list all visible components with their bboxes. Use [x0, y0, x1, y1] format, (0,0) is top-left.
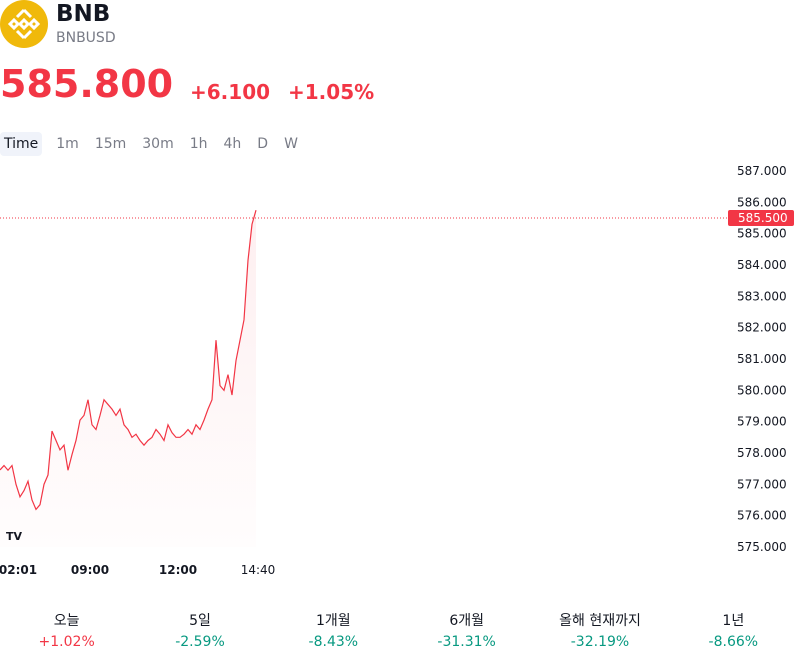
y-tick-label: 583.000	[737, 289, 787, 303]
period-change: -8.43%	[308, 634, 359, 650]
x-tick-label: 02:01	[0, 563, 37, 577]
period-change: -2.59%	[175, 634, 225, 650]
chart: TV 575.000576.000577.000578.000579.00058…	[0, 164, 794, 577]
timeframe-button[interactable]: W	[284, 136, 298, 152]
y-tick-label: 584.000	[737, 258, 787, 272]
period-change: -8.66%	[708, 634, 759, 650]
period-label: 올해 현재까지	[559, 613, 641, 629]
y-tick-label: 586.000	[737, 195, 787, 209]
x-tick-label: 12:00	[159, 563, 197, 577]
change-percent: +1.05%	[288, 80, 375, 104]
performance-item[interactable]: 올해 현재까지 -32.19%	[533, 610, 666, 650]
y-tick-label: 575.000	[737, 540, 787, 554]
period-label: 5일	[189, 613, 211, 629]
timeframe-button[interactable]: 4h	[223, 136, 242, 152]
period-label: 6개월	[449, 613, 484, 629]
price: 585.800	[0, 62, 174, 106]
performance-item[interactable]: 오늘 +1.02%	[0, 610, 133, 650]
performance-item[interactable]: 1개월 -8.43%	[267, 610, 400, 650]
timeframes: Time 1m 15m 30m 1h 4h D W	[0, 132, 306, 156]
y-tick-label: 580.000	[737, 383, 787, 397]
logo	[0, 0, 48, 48]
y-tick-label: 579.000	[737, 415, 787, 429]
performance-item[interactable]: 1년 -8.66%	[667, 610, 800, 650]
last-price-label: 585.500	[738, 211, 788, 225]
y-tick-label: 576.000	[737, 509, 787, 523]
x-tick-label: 14:40	[241, 563, 276, 577]
period-change: -32.19%	[570, 634, 630, 650]
timeframe-button[interactable]: 1h	[189, 136, 208, 152]
symbol: BNB	[56, 1, 111, 27]
y-tick-label: 582.000	[737, 321, 787, 335]
performance-item[interactable]: 6개월 -31.31%	[400, 610, 533, 650]
timeframe-button[interactable]: 15m	[94, 136, 127, 152]
y-tick-label: 581.000	[737, 352, 787, 366]
y-tick-label: 578.000	[737, 446, 787, 460]
timeframe-button[interactable]: 1m	[56, 136, 79, 152]
change: +6.100	[190, 80, 271, 104]
ticker: BNBUSD	[56, 30, 116, 46]
last-price-badge	[728, 210, 794, 226]
timeframe-button[interactable]: 30m	[142, 136, 174, 152]
y-tick-label: 577.000	[737, 477, 787, 491]
y-tick-label: 587.000	[737, 164, 787, 178]
x-tick-label: 09:00	[71, 563, 109, 577]
price-line	[0, 210, 257, 511]
timeframe-button[interactable]: D	[257, 136, 269, 152]
period-label: 1개월	[315, 613, 351, 629]
period-change: +1.02%	[38, 634, 95, 650]
timeframe-button[interactable]: Time	[0, 132, 43, 156]
area-fill	[0, 210, 256, 547]
performance-item[interactable]: 5일 -2.59%	[133, 610, 266, 650]
performance: 오늘 +1.02% 5일 -2.59% 1개월 -8.43% 6개월 -31.31% 올해 현재…	[0, 610, 800, 650]
period-label: 1년	[722, 613, 745, 629]
period-label: 오늘	[53, 613, 80, 629]
period-change: -31.31%	[437, 634, 496, 650]
y-tick-label: 585.000	[737, 227, 787, 241]
